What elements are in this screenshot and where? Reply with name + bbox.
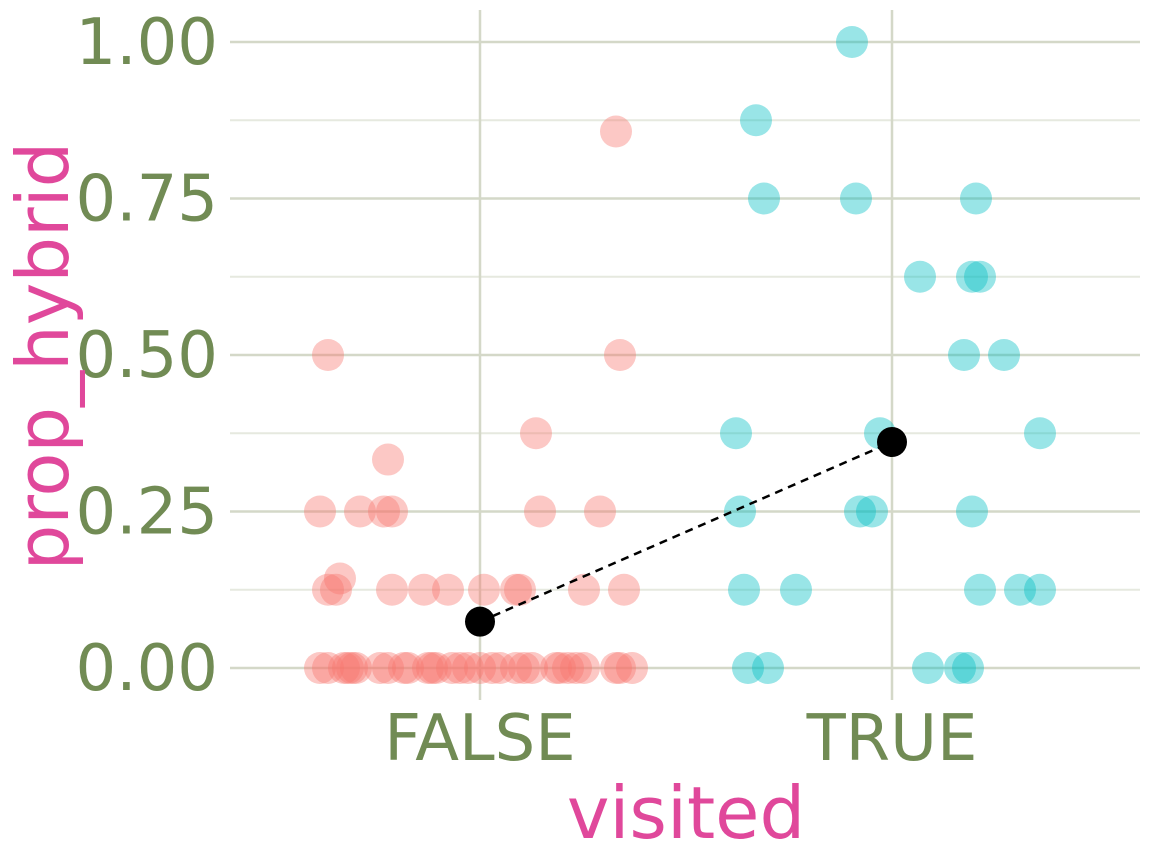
data-point-false [524, 495, 556, 528]
data-point-true [904, 260, 936, 293]
mean-connector-line [479, 440, 893, 623]
data-point-true [724, 495, 756, 528]
data-point-false [568, 652, 600, 684]
data-point-false [376, 573, 408, 606]
data-point-true [836, 26, 868, 58]
data-point-true [948, 339, 980, 371]
data-point-false [544, 652, 576, 684]
grid-lines [230, 10, 1140, 700]
y-tick-label: 0.25 [76, 476, 219, 550]
data-point-false [372, 652, 404, 684]
data-point-false [392, 652, 424, 684]
data-point-false [436, 652, 468, 684]
data-point-false [516, 652, 548, 684]
x-axis-title: visited [567, 771, 805, 855]
data-point-false [616, 652, 648, 684]
data-point-false [484, 652, 516, 684]
data-point-false [372, 443, 404, 476]
y-axis-title: prop_hybrid [1, 142, 85, 571]
data-point-false [468, 573, 500, 606]
data-point-true [728, 573, 760, 606]
data-point-true [840, 182, 872, 215]
data-point-false [408, 573, 440, 606]
data-point-false [312, 573, 344, 606]
data-point-false [312, 339, 344, 371]
data-point-false [376, 495, 408, 528]
data-point-false [336, 652, 368, 684]
data-point-false [388, 652, 420, 684]
data-point-true [748, 182, 780, 215]
data-point-false [340, 652, 372, 684]
y-tick-label: 0.00 [76, 632, 219, 706]
data-point-false [500, 573, 532, 606]
data-point-true [732, 652, 764, 684]
data-point-false [600, 115, 632, 148]
data-point-true [944, 652, 976, 684]
data-point-false [584, 495, 616, 528]
mean-point-false [465, 606, 495, 637]
data-point-true [956, 495, 988, 528]
data-point-true [952, 652, 984, 684]
mean-point-true [877, 427, 907, 458]
data-point-true [1024, 573, 1056, 606]
data-point-false [444, 652, 476, 684]
data-point-false [600, 652, 632, 684]
data-point-false [312, 652, 344, 684]
data-point-false [452, 652, 484, 684]
data-point-true [964, 260, 996, 293]
data-point-false [476, 652, 508, 684]
data-point-false [520, 417, 552, 450]
data-point-true [964, 573, 996, 606]
x-tick-label: FALSE [384, 702, 575, 776]
data-point-false [552, 652, 584, 684]
data-point-false [500, 652, 532, 684]
data-point-false [420, 652, 452, 684]
mean-markers [465, 427, 907, 637]
data-point-false [304, 652, 336, 684]
data-point-false [568, 573, 600, 606]
data-point-true [780, 573, 812, 606]
x-tick-label: TRUE [806, 702, 978, 776]
data-point-false [344, 495, 376, 528]
data-point-false [540, 652, 572, 684]
data-point-false [432, 573, 464, 606]
data-point-false [328, 652, 360, 684]
data-point-false [412, 652, 444, 684]
data-point-true [1024, 417, 1056, 450]
data-point-true [956, 260, 988, 293]
data-point-false [560, 652, 592, 684]
data-point-false [364, 652, 396, 684]
data-points [304, 26, 1056, 684]
data-point-false [604, 652, 636, 684]
data-point-true [988, 339, 1020, 371]
data-point-false [368, 495, 400, 528]
data-point-true [740, 104, 772, 137]
data-point-false [416, 652, 448, 684]
data-point-true [844, 495, 876, 528]
data-point-false [464, 652, 496, 684]
data-point-true [1004, 573, 1036, 606]
data-point-false [304, 495, 336, 528]
data-point-false [508, 652, 540, 684]
data-point-false [504, 573, 536, 606]
data-point-false [604, 339, 636, 371]
y-tick-label: 0.75 [76, 163, 219, 237]
data-point-false [608, 573, 640, 606]
data-point-true [720, 417, 752, 450]
data-point-true [960, 182, 992, 215]
y-tick-label: 0.50 [76, 319, 219, 393]
axis-tick-labels: 0.00 0.25 0.50 0.75 1.00 FALSE TRUE [76, 6, 978, 776]
data-point-false [320, 573, 352, 606]
data-point-false [324, 562, 356, 595]
data-point-false [332, 652, 364, 684]
data-point-true [912, 652, 944, 684]
data-point-true [752, 652, 784, 684]
data-point-true [856, 495, 888, 528]
y-tick-label: 1.00 [76, 6, 219, 80]
